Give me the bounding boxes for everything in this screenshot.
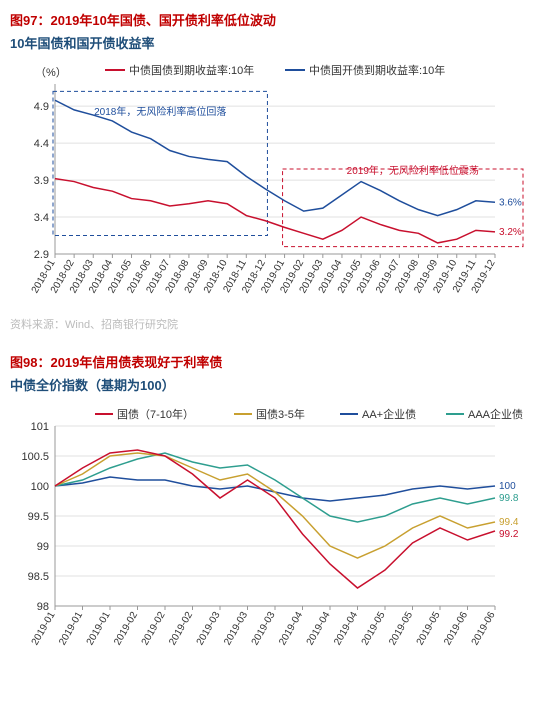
svg-text:101: 101: [31, 421, 49, 433]
chart2-block: 图98：2019年信用债表现好于利率债 中债全价指数（基期为100） 9898.…: [10, 352, 540, 676]
chart2-svg: 9898.59999.5100100.51012019-012019-01201…: [10, 396, 530, 676]
svg-text:100: 100: [499, 481, 516, 492]
svg-text:4.4: 4.4: [34, 138, 49, 150]
svg-text:99.8: 99.8: [499, 493, 519, 504]
svg-text:99: 99: [37, 541, 49, 553]
svg-text:3.4: 3.4: [34, 212, 49, 224]
chart1-svg: 2.93.43.94.44.9（%）2018-012018-022018-032…: [10, 54, 530, 314]
svg-text:99.2: 99.2: [499, 529, 519, 540]
chart1-fig-title: 图97：2019年10年国债、国开债利率低位波动: [10, 10, 540, 29]
svg-text:2019年，无风险利率低位震荡: 2019年，无风险利率低位震荡: [347, 164, 479, 177]
chart2-subtitle: 中债全价指数（基期为100）: [10, 375, 540, 394]
svg-text:国债（7-10年）: 国债（7-10年）: [117, 407, 194, 421]
chart1-subtitle: 10年国债和国开债收益率: [10, 33, 540, 52]
svg-text:3.9: 3.9: [34, 175, 49, 187]
chart1-source: 资料来源：Wind、招商银行研究院: [10, 316, 540, 332]
svg-text:AAA企业债: AAA企业债: [468, 407, 523, 421]
svg-text:中债国开债到期收益率:10年: 中债国开债到期收益率:10年: [309, 63, 445, 77]
svg-text:中债国债到期收益率:10年: 中债国债到期收益率:10年: [129, 63, 254, 77]
svg-text:2018年，无风险利率高位回落: 2018年，无风险利率高位回落: [94, 105, 226, 118]
svg-text:99.4: 99.4: [499, 517, 519, 528]
svg-text:国债3-5年: 国债3-5年: [256, 407, 305, 421]
svg-text:4.9: 4.9: [34, 101, 49, 113]
svg-text:99.5: 99.5: [28, 511, 49, 523]
chart2-fig-title: 图98：2019年信用债表现好于利率债: [10, 352, 540, 371]
svg-text:100.5: 100.5: [21, 451, 49, 463]
svg-text:3.6%: 3.6%: [499, 197, 522, 208]
chart1-block: 图97：2019年10年国债、国开债利率低位波动 10年国债和国开债收益率 2.…: [10, 10, 540, 332]
svg-text:100: 100: [31, 481, 49, 493]
svg-text:（%）: （%）: [35, 66, 67, 79]
svg-text:AA+企业债: AA+企业债: [362, 407, 416, 421]
svg-text:3.2%: 3.2%: [499, 227, 522, 238]
svg-text:98.5: 98.5: [28, 571, 49, 583]
